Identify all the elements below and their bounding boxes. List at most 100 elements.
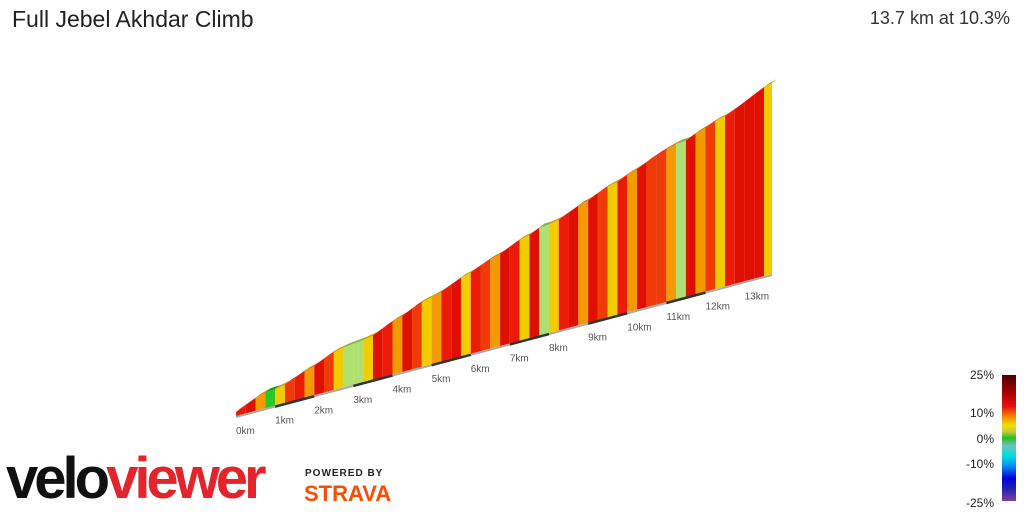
profile-segment-top [500,242,515,254]
profile-segment-top [646,151,662,162]
axis-km-band [274,395,315,408]
powered-by-label: POWERED BY [305,468,384,479]
profile-segment-top [509,236,525,247]
profile-segment-top [627,165,643,175]
profile-segment [294,371,305,401]
profile-segment [441,284,452,362]
strava-logo: STRAVA [304,481,392,506]
profile-segment-top [656,145,672,156]
distance-axis: 0km 1km 2km 3km 4km 5km 6km 7km 8km 9km 10km 11km 12… [235,274,773,437]
profile-segment-top [363,331,378,341]
profile-segment [656,149,667,305]
profile-segment [715,116,726,290]
profile-segment [304,365,315,398]
profile-segment-top [676,136,691,144]
profile-segment-top [578,196,594,206]
profile-segment [509,240,520,344]
profile-segment [695,127,706,295]
profile-segment-top [744,90,760,102]
profile-segment [314,358,325,396]
profile-segment-top [294,367,310,379]
legend-label: 10% [969,406,994,420]
profile-segment [382,321,393,378]
profile-segment-top [412,298,427,309]
profile-segment [470,265,481,354]
profile-segment [588,193,598,323]
profile-segment [500,246,510,347]
profile-segment [236,405,246,416]
profile-segment [402,308,413,372]
profile-segment [607,181,618,318]
profile-segment-top [460,268,476,278]
profile-segment-top [343,339,359,348]
legend-label: -25% [965,496,994,510]
profile-segment-top [588,189,603,201]
profile-segment-top [324,348,339,359]
profile-segment [480,259,491,352]
legend-label: 25% [969,368,994,382]
profile-segment [255,392,266,411]
axis-km-band [666,291,706,305]
profile-segment [412,302,422,370]
profile-segment [529,227,540,339]
profile-segment [617,174,628,315]
x-tick-label: 2km [314,405,333,416]
profile-segment [568,205,579,328]
profile-segment-top [490,249,506,260]
axis-km-band [353,374,393,388]
x-tick-label: 7km [510,353,529,364]
profile-segment [490,253,501,349]
x-tick-label: 6km [471,364,490,375]
profile-segment [666,143,677,302]
profile-segment-top [314,354,330,366]
profile-segment [333,347,344,391]
profile-segment-top [558,208,574,220]
profile-segment-top [685,129,701,141]
profile-segment [392,315,403,375]
profile-segment [324,352,334,393]
profile-segment [519,234,530,341]
profile-segment-top [529,223,545,235]
axis-km-band [431,353,472,367]
profile-segment [275,384,285,406]
profile-segment-top [695,123,711,134]
x-tick-label: 0km [236,426,255,437]
profile-segment [685,133,696,297]
profile-segment [764,83,772,277]
profile-segment-top [597,182,613,194]
profile-segment [637,161,647,310]
profile-segment [539,224,549,336]
profile-segment-top [715,112,731,122]
profile-segment-top [245,394,261,406]
profile-segment-top [480,255,496,266]
profile-segment-top [275,380,290,390]
profile-segment [343,343,354,388]
profile-segment-top [607,177,623,187]
profile-segment-top [470,261,486,273]
profile-segment-top [725,105,740,117]
profile-segment-top [539,220,554,228]
profile-segment [421,297,432,367]
profile-segment-top [255,388,271,399]
profile-segment [744,94,755,282]
profile-segment-top [705,117,721,128]
profile-segment-top [754,83,770,95]
x-tick-label: 5km [432,374,451,385]
profile-segment-top [734,97,750,110]
profile-segment-top [764,79,777,88]
x-tick-label: 9km [588,333,607,344]
x-tick-label: 3km [353,395,372,406]
profile-segment [353,340,364,385]
profile-segment [548,219,559,334]
legend-label: -10% [965,457,994,471]
legend-label: 0% [976,432,994,446]
axis-km-band [509,332,550,346]
profile-segment [627,169,638,313]
profile-segment [245,398,256,414]
x-tick-label: 13km [745,291,769,302]
profile-segment-top [265,385,281,393]
x-tick-label: 4km [392,385,411,396]
x-tick-label: 11km [666,312,690,323]
profile-segment [676,140,686,300]
profile-segment-top [382,317,398,329]
